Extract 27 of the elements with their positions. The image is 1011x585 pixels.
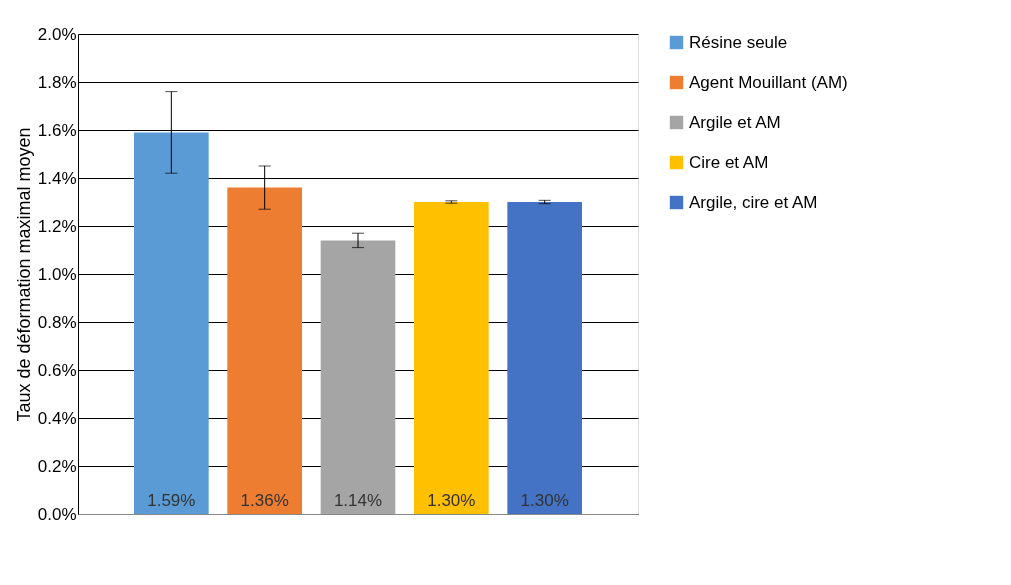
- legend-label: Cire et AM: [689, 152, 769, 172]
- y-tick-label: 1.4%: [37, 168, 77, 188]
- y-tick-label: 1.2%: [37, 216, 77, 236]
- bar: [134, 132, 209, 514]
- y-tick-label: 1.6%: [37, 120, 77, 140]
- legend-label: Argile et AM: [689, 112, 781, 132]
- legend-label: Argile, cire et AM: [689, 192, 818, 212]
- data-label: 1.30%: [427, 491, 476, 510]
- data-label: 1.14%: [333, 491, 383, 510]
- data-label: 1.36%: [240, 491, 289, 510]
- y-tick-label: 0.0%: [37, 504, 77, 524]
- y-tick-label: 0.4%: [37, 408, 77, 428]
- bar: [414, 202, 489, 514]
- data-label: 1.59%: [147, 491, 196, 510]
- y-tick-label: 1.8%: [37, 72, 77, 92]
- y-tick-label: 2.0%: [37, 24, 77, 44]
- y-tick-label: 0.8%: [37, 312, 77, 332]
- y-tick-label: 0.2%: [37, 456, 77, 476]
- y-tick-label: 1.0%: [37, 264, 77, 284]
- legend-label: Résine seule: [689, 32, 788, 52]
- bar: [320, 240, 396, 514]
- legend-label: Agent Mouillant (AM): [689, 72, 848, 92]
- bar: [227, 187, 302, 514]
- y-tick-label: 0.6%: [37, 360, 77, 380]
- bar: [507, 202, 582, 514]
- y-axis-title: Taux de déformation maximal moyen: [13, 127, 34, 422]
- data-label: 1.30%: [520, 491, 569, 510]
